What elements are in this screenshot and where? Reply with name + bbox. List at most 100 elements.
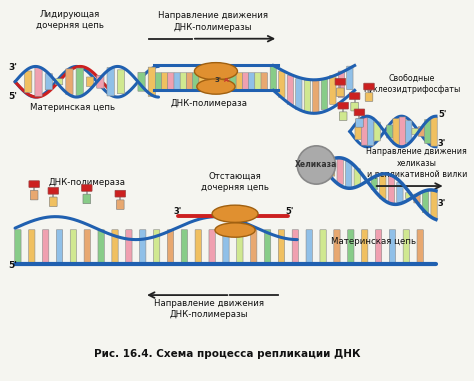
FancyBboxPatch shape — [248, 73, 255, 91]
FancyBboxPatch shape — [180, 73, 187, 91]
FancyBboxPatch shape — [66, 69, 73, 94]
FancyBboxPatch shape — [230, 73, 237, 91]
FancyBboxPatch shape — [354, 169, 360, 186]
FancyBboxPatch shape — [97, 75, 104, 88]
FancyBboxPatch shape — [115, 190, 126, 197]
FancyBboxPatch shape — [399, 117, 406, 146]
Ellipse shape — [212, 205, 258, 223]
FancyBboxPatch shape — [48, 187, 59, 194]
FancyBboxPatch shape — [337, 159, 343, 184]
FancyBboxPatch shape — [237, 230, 243, 264]
FancyBboxPatch shape — [431, 191, 437, 218]
FancyBboxPatch shape — [338, 102, 348, 109]
FancyBboxPatch shape — [167, 230, 173, 264]
Ellipse shape — [215, 223, 255, 237]
FancyBboxPatch shape — [255, 73, 261, 91]
FancyBboxPatch shape — [425, 120, 431, 143]
FancyBboxPatch shape — [162, 73, 168, 91]
FancyBboxPatch shape — [138, 72, 145, 91]
FancyBboxPatch shape — [35, 67, 42, 96]
Circle shape — [297, 146, 336, 184]
FancyBboxPatch shape — [356, 118, 363, 127]
FancyBboxPatch shape — [405, 193, 411, 198]
FancyBboxPatch shape — [107, 67, 114, 96]
FancyBboxPatch shape — [45, 74, 53, 90]
Text: 3': 3' — [9, 63, 18, 72]
FancyBboxPatch shape — [155, 73, 162, 91]
FancyBboxPatch shape — [361, 118, 368, 145]
FancyBboxPatch shape — [84, 230, 91, 264]
FancyBboxPatch shape — [55, 79, 63, 85]
FancyBboxPatch shape — [346, 161, 352, 188]
FancyBboxPatch shape — [364, 83, 374, 90]
FancyBboxPatch shape — [313, 80, 319, 112]
FancyBboxPatch shape — [412, 128, 418, 134]
FancyBboxPatch shape — [339, 112, 347, 120]
Text: ДНК-полимераза: ДНК-полимераза — [171, 99, 248, 108]
FancyBboxPatch shape — [223, 230, 229, 264]
FancyBboxPatch shape — [140, 230, 146, 264]
Text: Рис. 16.4. Схема процесса репликации ДНК: Рис. 16.4. Схема процесса репликации ДНК — [94, 349, 361, 359]
FancyBboxPatch shape — [403, 230, 410, 264]
FancyBboxPatch shape — [349, 93, 360, 99]
FancyBboxPatch shape — [321, 78, 328, 110]
FancyBboxPatch shape — [112, 230, 118, 264]
FancyBboxPatch shape — [15, 230, 21, 264]
Text: Материнская цепь: Материнская цепь — [30, 103, 115, 112]
Text: A: A — [224, 78, 228, 83]
FancyBboxPatch shape — [337, 88, 344, 96]
FancyBboxPatch shape — [236, 73, 243, 91]
Text: Направление движения
хеликазы
и репликативной вилки: Направление движения хеликазы и репликат… — [366, 147, 467, 179]
FancyBboxPatch shape — [365, 93, 373, 101]
Text: 5': 5' — [286, 207, 294, 216]
FancyBboxPatch shape — [431, 117, 437, 146]
FancyBboxPatch shape — [330, 75, 336, 104]
FancyBboxPatch shape — [117, 200, 124, 210]
Text: Хеликаза: Хеликаза — [295, 160, 337, 170]
Text: Свободные
нуклеозидтрифосфаты: Свободные нуклеозидтрифосфаты — [364, 74, 461, 94]
FancyBboxPatch shape — [380, 174, 386, 199]
FancyBboxPatch shape — [354, 109, 365, 116]
FancyBboxPatch shape — [218, 73, 224, 91]
FancyBboxPatch shape — [86, 77, 94, 86]
FancyBboxPatch shape — [270, 66, 276, 90]
FancyBboxPatch shape — [393, 118, 399, 144]
FancyBboxPatch shape — [334, 230, 340, 264]
Text: Направление движения
ДНК-полимеразы: Направление движения ДНК-полимеразы — [158, 11, 268, 32]
Text: 3': 3' — [174, 207, 182, 216]
FancyBboxPatch shape — [287, 75, 293, 104]
FancyBboxPatch shape — [328, 161, 335, 176]
FancyBboxPatch shape — [56, 230, 63, 264]
FancyBboxPatch shape — [181, 230, 188, 264]
FancyBboxPatch shape — [211, 73, 218, 91]
Text: 3': 3' — [214, 77, 221, 83]
FancyBboxPatch shape — [168, 73, 174, 91]
FancyBboxPatch shape — [205, 73, 211, 91]
FancyBboxPatch shape — [296, 78, 302, 110]
FancyBboxPatch shape — [209, 230, 215, 264]
FancyBboxPatch shape — [98, 230, 104, 264]
FancyBboxPatch shape — [388, 176, 394, 203]
FancyBboxPatch shape — [49, 197, 57, 207]
FancyBboxPatch shape — [304, 80, 310, 112]
FancyBboxPatch shape — [126, 230, 132, 264]
FancyBboxPatch shape — [28, 230, 35, 264]
Text: 3': 3' — [438, 199, 446, 208]
FancyBboxPatch shape — [406, 121, 412, 142]
FancyBboxPatch shape — [224, 73, 230, 91]
FancyBboxPatch shape — [25, 71, 32, 93]
FancyBboxPatch shape — [117, 70, 125, 94]
Text: ДНК-полимераза: ДНК-полимераза — [48, 178, 125, 187]
Text: 5': 5' — [9, 261, 18, 270]
FancyBboxPatch shape — [351, 102, 358, 111]
FancyBboxPatch shape — [422, 190, 428, 213]
FancyBboxPatch shape — [278, 230, 284, 264]
FancyBboxPatch shape — [279, 71, 285, 98]
FancyBboxPatch shape — [335, 78, 346, 85]
FancyBboxPatch shape — [43, 230, 49, 264]
FancyBboxPatch shape — [242, 73, 249, 91]
FancyBboxPatch shape — [346, 66, 353, 90]
FancyBboxPatch shape — [355, 123, 361, 139]
FancyBboxPatch shape — [154, 230, 160, 264]
FancyBboxPatch shape — [70, 230, 77, 264]
